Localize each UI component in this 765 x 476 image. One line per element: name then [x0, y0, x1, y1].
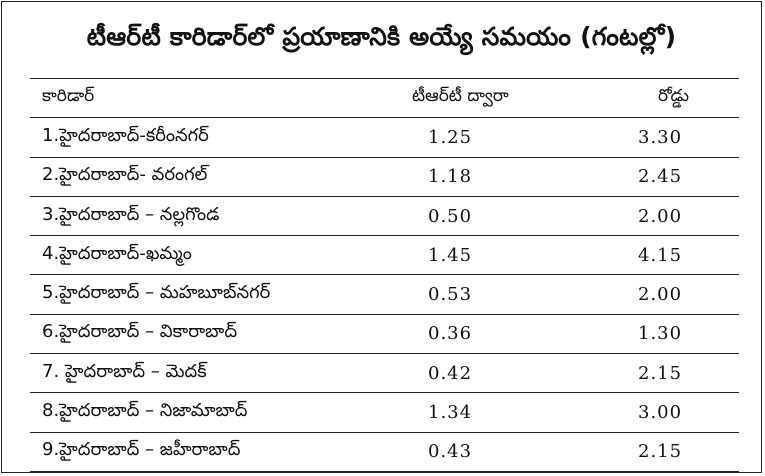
travel-time-table: కారిడార్ టీఆర్‌టీ ద్వారా రోడ్డు 1.హైదరాబ… [30, 77, 739, 472]
trt-time-cell: 0.43 [382, 431, 604, 472]
header-row: కారిడార్ టీఆర్‌టీ ద్వారా రోడ్డు [30, 77, 739, 118]
corridor-cell: 9.హైదరాబాద్‌ – జహీరాబాద్‌ [30, 431, 382, 472]
road-time-cell: 3.30 [604, 117, 739, 158]
trt-time-cell: 0.53 [382, 274, 604, 315]
trt-time-cell: 1.34 [382, 392, 604, 433]
table-row: 8.హైదరాబాద్‌ – నిజామాబాద్‌ 1.34 3.00 [30, 392, 739, 433]
road-time-cell: 2.00 [604, 195, 739, 236]
corridor-cell: 7. హైదరాబాద్‌ – మెదక్‌ [30, 353, 382, 393]
trt-time-cell: 0.50 [382, 195, 604, 236]
table-row: 9.హైదరాబాద్‌ – జహీరాబాద్‌ 0.43 2.15 [30, 431, 739, 472]
header-corridor: కారిడార్ [30, 77, 382, 118]
trt-time-cell: 1.25 [382, 117, 604, 158]
trt-time-cell: 0.36 [382, 313, 604, 354]
table-row: 2.హైదరాబాద్‌- వరంగల్‌ 1.18 2.45 [30, 156, 739, 197]
road-time-cell: 2.00 [604, 274, 739, 315]
table-row: 4.హైదరాబాద్‌-ఖమ్మం 1.45 4.15 [30, 235, 739, 275]
road-time-cell: 3.00 [604, 392, 739, 433]
corridor-cell: 8.హైదరాబాద్‌ – నిజామాబాద్‌ [30, 392, 382, 433]
table-row: 5.హైదరాబాద్‌ – మహబూబ్‌నగర్‌ 0.53 2.00 [30, 274, 739, 315]
table-row: 6.హైదరాబాద్‌ – వికారాబాద్‌ 0.36 1.30 [30, 313, 739, 354]
corridor-cell: 4.హైదరాబాద్‌-ఖమ్మం [30, 235, 382, 275]
road-time-cell: 4.15 [604, 235, 739, 275]
corridor-cell: 6.హైదరాబాద్‌ – వికారాబాద్‌ [30, 313, 382, 354]
road-time-cell: 2.15 [604, 431, 739, 472]
corridor-cell: 3.హైదరాబాద్‌ – నల్లగొండ [30, 195, 382, 236]
road-time-cell: 2.15 [604, 353, 739, 393]
road-time-cell: 2.45 [604, 156, 739, 197]
corridor-cell: 2.హైదరాబాద్‌- వరంగల్‌ [30, 156, 382, 197]
trt-time-cell: 1.18 [382, 156, 604, 197]
corridor-cell: 1.హైదరాబాద్‌-కరీంనగర్‌ [30, 117, 382, 158]
corridor-cell: 5.హైదరాబాద్‌ – మహబూబ్‌నగర్‌ [30, 274, 382, 315]
table-row: 3.హైదరాబాద్‌ – నల్లగొండ 0.50 2.00 [30, 195, 739, 236]
header-road: రోడ్డు [604, 77, 739, 118]
trt-time-cell: 1.45 [382, 235, 604, 275]
trt-time-cell: 0.42 [382, 353, 604, 393]
header-trt: టీఆర్‌టీ ద్వారా [382, 77, 604, 118]
table-title: టీఆర్‌టీ కారిడార్‌లో ప్రయాణానికి అయ్యే స… [86, 22, 677, 51]
road-time-cell: 1.30 [604, 313, 739, 354]
table-row: 1.హైదరాబాద్‌-కరీంనగర్‌ 1.25 3.30 [30, 117, 739, 158]
table-row: 7. హైదరాబాద్‌ – మెదక్‌ 0.42 2.15 [30, 353, 739, 393]
